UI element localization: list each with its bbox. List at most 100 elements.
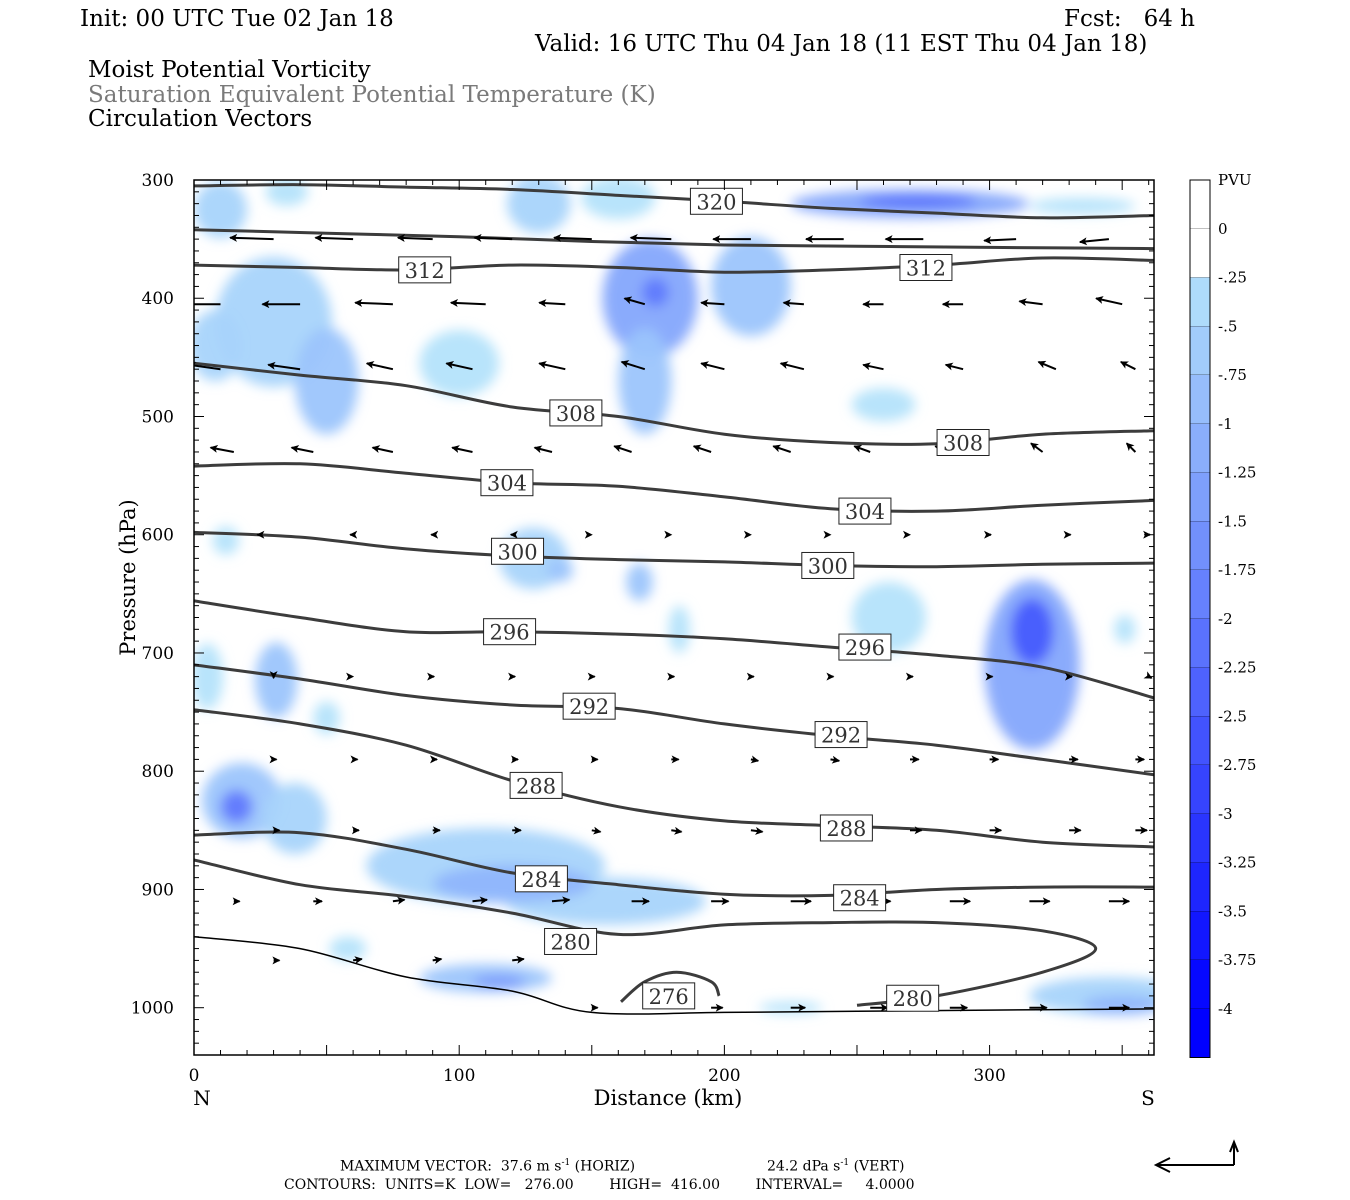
circulation-vector xyxy=(553,233,592,242)
pv-region xyxy=(546,558,574,583)
contour-label-box xyxy=(838,633,892,661)
circulation-vector xyxy=(983,236,1017,245)
contour-label: 280 xyxy=(886,984,940,1012)
contour-label-box xyxy=(814,721,868,749)
circulation-vector xyxy=(432,956,443,965)
pv-region xyxy=(618,327,672,435)
contour-label-text: 280 xyxy=(551,930,591,954)
unit-exponent: -1 xyxy=(561,1158,571,1168)
reference-vector-head-v xyxy=(1229,1139,1239,1153)
contour-label-box xyxy=(899,254,953,281)
contour-info: CONTOURS: UNITS=K LOW= 276.00 HIGH= 416.… xyxy=(284,1177,915,1193)
contour-label: 276 xyxy=(642,982,696,1010)
colorbar-title: PVU xyxy=(1218,171,1252,189)
colorbar-swatch xyxy=(1190,472,1210,522)
contour-label-text: 308 xyxy=(943,432,983,456)
contour-label: 296 xyxy=(838,633,892,661)
colorbar-swatch xyxy=(1190,375,1210,424)
circulation-vector xyxy=(365,361,394,371)
circulation-vector xyxy=(750,826,764,835)
colorbar: PVU 0 -.25 -.5 -.75 -1 -1.25 -1.5 -1.75 -2 -2.25 -2… xyxy=(1189,171,1256,1058)
colorbar-tick-label: -1.25 xyxy=(1218,464,1256,482)
contour-label-box xyxy=(833,884,887,912)
circulation-vector xyxy=(512,955,525,964)
circulation-vector xyxy=(290,445,314,453)
contour-label-text: 284 xyxy=(840,887,880,911)
reference-vector-head-h xyxy=(1153,1157,1171,1173)
pv-region xyxy=(194,643,224,710)
contour-label: 284 xyxy=(514,865,568,893)
contour-label: 292 xyxy=(814,721,868,749)
contour-label: 288 xyxy=(509,771,563,799)
contour-label: 284 xyxy=(833,884,887,912)
pv-region xyxy=(472,975,526,988)
x-tick-label: 300 xyxy=(973,1066,1005,1086)
isentrope-line xyxy=(194,228,1154,251)
contour-label-box xyxy=(398,256,452,284)
colorbar-swatch xyxy=(1190,911,1210,960)
contour-labels: 320 312 312 308 308 304 304 300 300 296 296 292 292 2… xyxy=(398,187,990,1012)
y-tick-label: 800 xyxy=(142,762,174,782)
contour-label: 300 xyxy=(801,551,855,579)
contour-label-text: 284 xyxy=(521,868,561,892)
contour-label-box xyxy=(838,497,892,525)
colorbar-tick-label: -1.75 xyxy=(1218,561,1256,579)
circulation-vector xyxy=(944,362,964,371)
contour-label: 288 xyxy=(819,814,873,842)
circulation-vector xyxy=(623,296,646,306)
circulation-vector xyxy=(779,361,805,371)
circulation-vector xyxy=(551,896,571,905)
pv-region xyxy=(262,783,327,854)
contour-label-text: 276 xyxy=(649,985,689,1009)
forecast-hour: Fcst: 64 h xyxy=(1064,6,1195,32)
colorbar-swatch xyxy=(1190,570,1210,619)
circulation-vector xyxy=(229,233,274,242)
max-vector-horiz: 37.6 m s xyxy=(500,1158,562,1175)
circulation-vector xyxy=(692,444,712,453)
contour-label: 312 xyxy=(899,254,953,281)
colorbar-swatch xyxy=(1190,618,1210,668)
pv-region xyxy=(1114,615,1136,644)
colorbar-swatch xyxy=(1190,326,1210,375)
isentrope-line xyxy=(194,708,1154,849)
circulation-vector xyxy=(449,299,486,307)
colorbar-tick-label: -2.75 xyxy=(1218,756,1256,774)
colorbar-swatch xyxy=(1190,423,1210,473)
x-end-label-north: N xyxy=(193,1086,211,1110)
colorbar-tick-label: -2.25 xyxy=(1218,659,1256,677)
pv-region xyxy=(626,563,653,601)
circulation-vector xyxy=(1030,442,1044,453)
pv-region xyxy=(1029,197,1136,215)
contour-label-text: 320 xyxy=(696,190,736,214)
circulation-vector xyxy=(1078,237,1109,246)
axes: 300 400 500 600 700 800 900 1000 0 100 200 300 N S Dis… xyxy=(116,171,1155,1110)
y-tick-label: 500 xyxy=(142,407,174,427)
pv-region xyxy=(265,180,309,207)
colorbar-swatch xyxy=(1190,765,1210,814)
isentrope-line xyxy=(194,858,1098,1007)
max-vector-vert: 24.2 dPa s xyxy=(767,1158,841,1175)
isentrope-line xyxy=(194,663,1154,777)
contour-label-box xyxy=(549,399,603,427)
contour-label-text: 292 xyxy=(569,695,609,719)
contour-label-box xyxy=(801,551,855,579)
isentropes xyxy=(194,183,1154,1015)
contour-label-text: 292 xyxy=(821,724,861,748)
valid-time: Valid: 16 UTC Thu 04 Jan 18 (11 EST Thu … xyxy=(535,31,1148,57)
contour-label: 296 xyxy=(483,618,537,646)
circulation-vector xyxy=(445,361,473,371)
contour-label-box xyxy=(514,865,568,893)
contour-label-text: 300 xyxy=(808,554,848,578)
contour-label-text: 288 xyxy=(516,774,556,798)
colorbar-frame xyxy=(1189,179,1211,1058)
circulation-vector xyxy=(772,444,792,453)
pv-region xyxy=(432,864,592,903)
contour-label-box xyxy=(491,537,545,565)
contour-label-box xyxy=(689,187,743,215)
circulation-vector xyxy=(853,444,871,453)
colorbar-tick-label: -1 xyxy=(1218,415,1233,433)
pv-region xyxy=(506,180,571,234)
colorbar-tick-label: -2 xyxy=(1218,610,1233,628)
pv-region xyxy=(294,327,359,435)
